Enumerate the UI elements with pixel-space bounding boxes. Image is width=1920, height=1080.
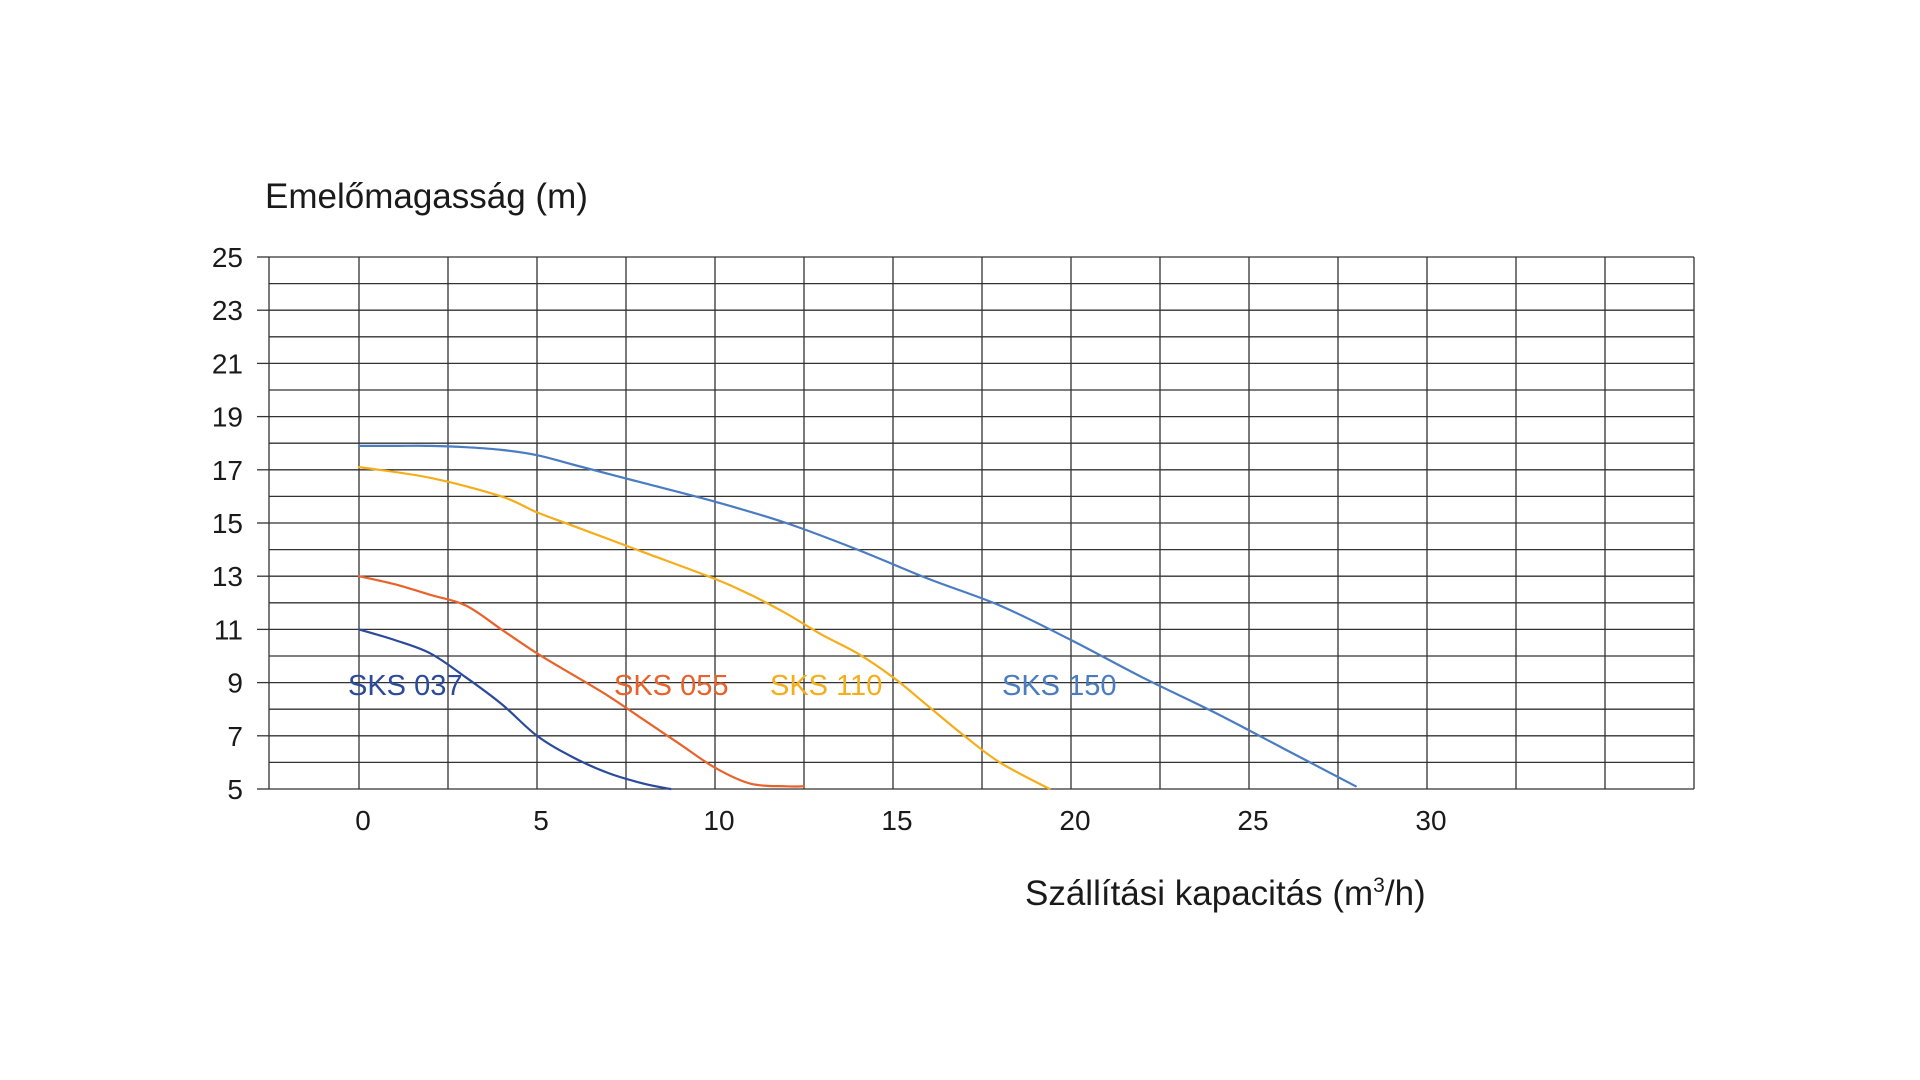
- curve-sks-055: [357, 575, 806, 788]
- y-tick-label: 19: [212, 402, 243, 433]
- x-tick-label: 20: [1059, 805, 1090, 836]
- curve-sks-110: [357, 466, 1051, 791]
- x-tick-label: 25: [1237, 805, 1268, 836]
- curves: [357, 444, 1357, 791]
- y-tick-label: 25: [212, 242, 243, 273]
- y-axis-ticks: 25 23 21 19 17 15 13 11 9 7 5: [212, 242, 243, 805]
- grid: [257, 256, 1695, 790]
- series-label-sks-055: SKS 055: [614, 670, 728, 702]
- x-tick-label: 10: [703, 805, 734, 836]
- curve-sks-037: [357, 628, 672, 791]
- x-axis-title: Szállítási kapacitás (m3/h): [1025, 874, 1426, 913]
- x-axis-ticks: 0 5 10 15 20 25 30: [355, 805, 1446, 836]
- curve-sks-150: [357, 444, 1357, 788]
- y-tick-label: 23: [212, 295, 243, 326]
- x-tick-label: 5: [533, 805, 549, 836]
- y-tick-label: 11: [214, 614, 243, 645]
- y-tick-label: 9: [227, 668, 243, 699]
- x-tick-label: 30: [1415, 805, 1446, 836]
- y-tick-label: 15: [212, 508, 243, 539]
- y-tick-label: 5: [227, 774, 243, 805]
- x-axis-title-main: Szállítási kapacitás (m: [1025, 874, 1373, 913]
- x-tick-label: 15: [881, 805, 912, 836]
- series-label-sks-110: SKS 110: [770, 670, 882, 702]
- series-labels: SKS 037 SKS 055 SKS 110 SKS 150: [348, 670, 1116, 702]
- x-axis-title-tail: /h): [1385, 874, 1426, 913]
- y-tick-label: 17: [212, 455, 243, 486]
- x-axis-title-sup: 3: [1373, 874, 1385, 897]
- y-tick-label: 7: [227, 721, 243, 752]
- y-axis-title: Emelőmagasság (m): [265, 177, 588, 216]
- x-tick-label: 0: [355, 805, 371, 836]
- y-tick-label: 13: [212, 561, 243, 592]
- series-label-sks-150: SKS 150: [1002, 670, 1116, 702]
- y-tick-label: 21: [212, 348, 243, 379]
- series-label-sks-037: SKS 037: [348, 670, 462, 702]
